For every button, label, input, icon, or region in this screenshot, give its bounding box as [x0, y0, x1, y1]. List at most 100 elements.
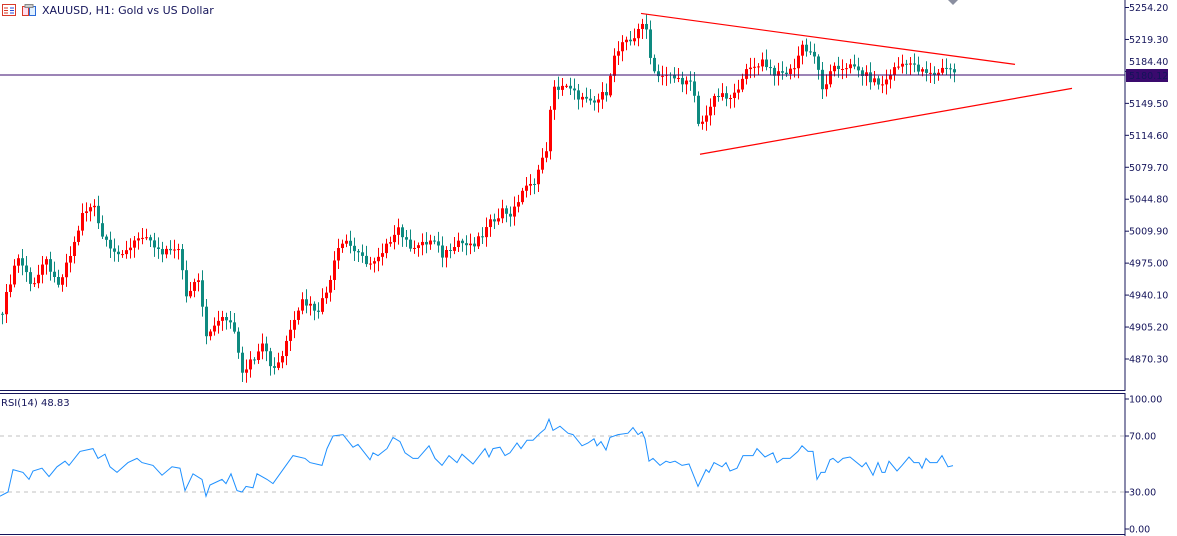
- candle: [197, 273, 200, 292]
- candle: [129, 238, 132, 259]
- candle: [9, 274, 12, 298]
- candle-body: [125, 250, 128, 255]
- candle: [249, 351, 252, 378]
- chart-list-icon[interactable]: [2, 4, 16, 16]
- candle-body: [837, 65, 840, 70]
- candle: [65, 253, 68, 287]
- candle: [109, 231, 112, 259]
- candle: [241, 346, 244, 382]
- candle-body: [625, 39, 628, 43]
- candle-body: [413, 247, 416, 249]
- candle: [837, 56, 840, 78]
- candle: [901, 54, 904, 74]
- candle-body: [73, 241, 76, 256]
- candle-body: [493, 219, 496, 222]
- trendline-lower[interactable]: [699, 87, 1073, 155]
- chart-shift-marker-icon[interactable]: [948, 0, 958, 5]
- symbol-title: XAUUSD, H1: Gold vs US Dollar: [42, 3, 214, 17]
- candle-body: [281, 356, 284, 363]
- chart-window-icon[interactable]: [22, 4, 36, 16]
- candle: [925, 61, 928, 82]
- current-price-value: 5180.12: [1129, 71, 1168, 82]
- rsi-tick-label: 30.00: [1129, 488, 1156, 499]
- candle-body: [241, 352, 244, 373]
- candle: [313, 301, 316, 321]
- candle: [713, 93, 716, 116]
- candle: [829, 64, 832, 88]
- candle-body: [577, 90, 580, 100]
- candle: [585, 87, 588, 103]
- candle: [565, 83, 568, 89]
- candle: [317, 302, 320, 319]
- candle: [49, 251, 52, 281]
- candle: [193, 278, 196, 298]
- candle: [841, 59, 844, 80]
- candle: [497, 208, 500, 225]
- candle-body: [201, 280, 204, 307]
- candle-body: [533, 183, 536, 185]
- trendline-upper[interactable]: [640, 12, 1016, 65]
- price-tick-label: 5114.60: [1129, 131, 1168, 142]
- candle: [745, 63, 748, 85]
- candle-body: [521, 190, 524, 203]
- trendlines-layer[interactable]: [640, 12, 1073, 155]
- candle: [41, 255, 44, 284]
- candle: [689, 71, 692, 91]
- candle-body: [213, 325, 216, 332]
- candles-layer: [1, 14, 956, 383]
- candle: [941, 58, 944, 76]
- candle-body: [921, 69, 924, 72]
- candle-body: [321, 298, 324, 312]
- candle: [225, 312, 228, 330]
- candle-body: [9, 284, 12, 292]
- candle-body: [373, 261, 376, 264]
- candle-body: [105, 236, 108, 240]
- candle: [421, 233, 424, 256]
- candle: [429, 234, 432, 250]
- candle: [321, 288, 324, 315]
- candle-body: [513, 206, 516, 217]
- price-tick-label: 5184.40: [1129, 57, 1168, 68]
- candle: [137, 232, 140, 250]
- candle-body: [793, 68, 796, 70]
- candle: [825, 74, 828, 97]
- candle-body: [121, 254, 124, 256]
- candle: [729, 94, 732, 109]
- candle-body: [249, 359, 252, 370]
- candle-body: [633, 38, 636, 42]
- candle-body: [757, 66, 760, 68]
- candle: [297, 307, 300, 325]
- candle: [25, 256, 28, 282]
- candle: [337, 238, 340, 270]
- candle-body: [909, 63, 912, 65]
- candle: [557, 76, 560, 100]
- price-tick-label: 5219.30: [1129, 35, 1168, 46]
- candle: [509, 206, 512, 227]
- candle-body: [261, 343, 264, 352]
- candle-body: [685, 80, 688, 85]
- candle: [945, 58, 948, 75]
- candle-body: [509, 213, 512, 217]
- candle: [233, 312, 236, 334]
- candle-body: [389, 242, 392, 244]
- candle: [305, 289, 308, 314]
- candle-body: [933, 72, 936, 75]
- candle-body: [233, 322, 236, 332]
- candle: [73, 236, 76, 264]
- candle: [201, 270, 204, 317]
- candle: [505, 205, 508, 223]
- candle-body: [893, 67, 896, 76]
- candle-body: [489, 219, 492, 228]
- candle-body: [65, 262, 68, 278]
- candle: [289, 320, 292, 351]
- candle-body: [405, 237, 408, 240]
- candle-body: [889, 75, 892, 80]
- candle: [777, 62, 780, 86]
- candle: [905, 59, 908, 75]
- candle: [121, 250, 124, 258]
- candle-body: [117, 251, 120, 255]
- candle: [737, 79, 740, 100]
- price-axis[interactable]: 5254.20 5219.30 5184.40 5149.50 5114.60 5079.…: [1125, 3, 1168, 365]
- candle-body: [313, 303, 316, 311]
